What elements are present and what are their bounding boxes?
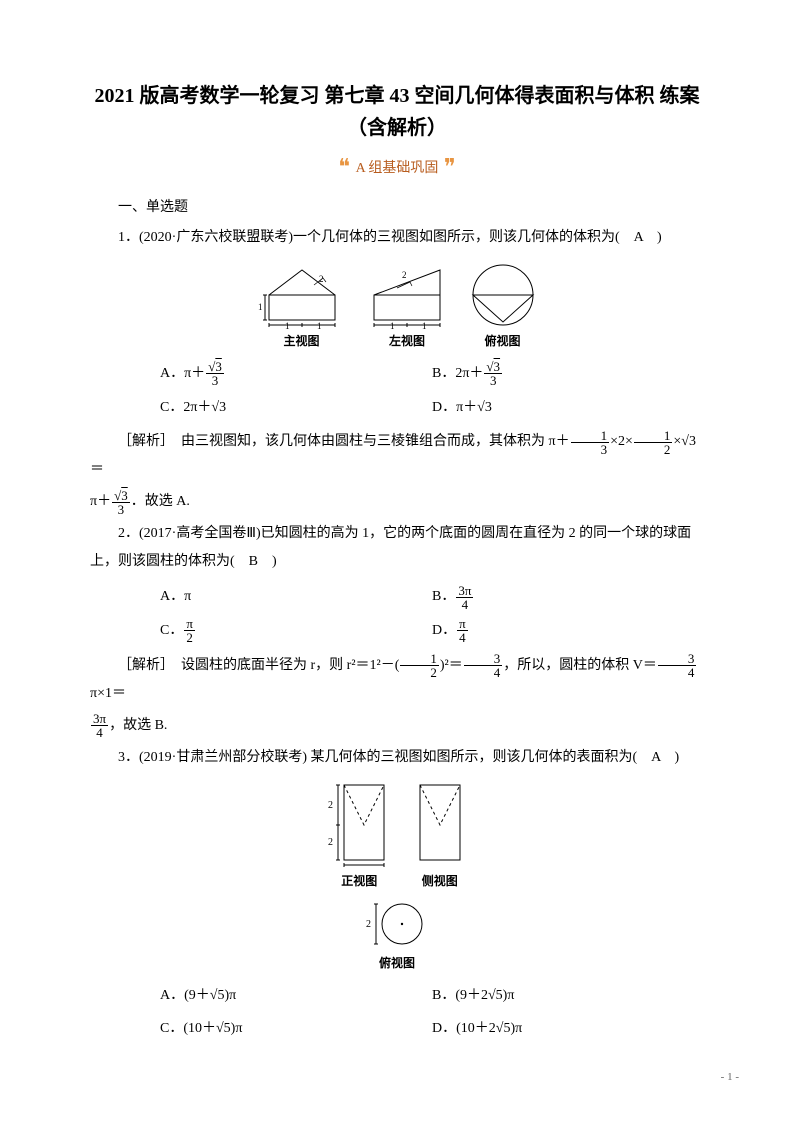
q1-opt-d: D．π＋√3 <box>432 391 704 425</box>
q1-opt-b: B．2π＋√33 <box>432 357 704 391</box>
q2-opt-b-text: B． <box>432 589 455 604</box>
section-text: A 组基础巩固 <box>356 157 439 177</box>
svg-text:2: 2 <box>366 919 371 930</box>
q3-fig-top: 2 俯视图 <box>362 897 432 971</box>
q3-opt-a: A．(9＋√5)π <box>160 979 432 1013</box>
svg-text:1: 1 <box>422 321 427 330</box>
q2-sol-a: ［解析］ 设圆柱的底面半径为 r，则 r²＝1²－( <box>118 658 399 673</box>
q2-sol-e: ，故选 B. <box>109 718 167 733</box>
q1-opt-b-text: B．2π＋ <box>432 366 483 381</box>
q1-options-row1: A．π＋√33 B．2π＋√33 <box>160 357 704 391</box>
q1-opt-a-text: A．π＋ <box>160 366 205 381</box>
q1-opt-c: C．2π＋√3 <box>160 391 432 425</box>
section-label: A 组基础巩固 <box>90 154 704 180</box>
q1-fig-main-cap: 主视图 <box>257 332 347 349</box>
q2-opt-d-text: D． <box>432 623 456 638</box>
svg-text:2: 2 <box>328 800 333 811</box>
q3-fig-side: 侧视图 <box>410 780 470 889</box>
q1-sol-a: ［解析］ 由三视图知，该几何体由圆柱与三棱锥组合而成，其体积为 π＋ <box>118 434 570 449</box>
q2-opt-b: B．3π4 <box>432 580 704 614</box>
doc-title: 2021 版高考数学一轮复习 第七章 43 空间几何体得表面积与体积 练案（含解… <box>90 80 704 144</box>
page-number: - 1 - <box>721 1071 739 1083</box>
svg-text:1: 1 <box>258 302 263 312</box>
q2-opt-c-text: C． <box>160 623 183 638</box>
q3-options-row1: A．(9＋√5)π B．(9＋2√5)π <box>160 979 704 1013</box>
q1-figures: 1 1 1 2 主视图 1 1 2 <box>90 260 704 349</box>
q1-solution-2: π＋√33．故选 A. <box>90 488 704 516</box>
q3-opt-b: B．(9＋2√5)π <box>432 979 704 1013</box>
q1-fig-main: 1 1 1 2 主视图 <box>257 260 347 349</box>
q1-options-row2: C．2π＋√3 D．π＋√3 <box>160 391 704 425</box>
q1-opt-a: A．π＋√33 <box>160 357 432 391</box>
q1-sol-d: π＋ <box>90 494 111 509</box>
q3-options-row2: C．(10＋√5)π D．(10＋2√5)π <box>160 1012 704 1046</box>
q3-prompt: 3．(2019·甘肃兰州部分校联考) 某几何体的三视图如图所示，则该几何体的表面… <box>90 744 704 772</box>
svg-text:1: 1 <box>390 321 395 330</box>
q3-fig-top-cap: 俯视图 <box>362 954 432 971</box>
q3-figures-top: 2 2 正视图 侧视图 <box>90 780 704 889</box>
q3-fig-side-cap: 侧视图 <box>410 872 470 889</box>
q1-fig-top: 俯视图 <box>468 260 538 349</box>
svg-text:2: 2 <box>402 270 407 280</box>
q3-opt-d: D．(10＋2√5)π <box>432 1012 704 1046</box>
q2-sol-d: π×1＝ <box>90 686 126 701</box>
q2-options-row1: A．π B．3π4 <box>160 580 704 614</box>
q1-sol-b: ×2× <box>610 434 633 449</box>
q1-fig-top-cap: 俯视图 <box>468 332 538 349</box>
q2-opt-c: C．π2 <box>160 614 432 648</box>
q1-sol-e: ．故选 A. <box>131 494 190 509</box>
quote-right-icon <box>444 154 456 180</box>
q3-fig-main: 2 2 正视图 <box>324 780 394 889</box>
svg-text:2: 2 <box>328 837 333 848</box>
svg-text:1: 1 <box>317 321 322 330</box>
q2-solution-2: 3π4，故选 B. <box>90 712 704 740</box>
quote-left-icon <box>338 154 350 180</box>
q1-fig-left-cap: 左视图 <box>362 332 452 349</box>
heading-1: 一、单选题 <box>90 195 704 220</box>
page: 2021 版高考数学一轮复习 第七章 43 空间几何体得表面积与体积 练案（含解… <box>0 0 794 1123</box>
q3-figures-bottom: 2 俯视图 <box>90 897 704 971</box>
svg-text:1: 1 <box>285 321 290 330</box>
q2-prompt: 2．(2017·高考全国卷Ⅲ)已知圆柱的高为 1，它的两个底面的圆周在直径为 2… <box>90 520 704 576</box>
q2-opt-d: D．π4 <box>432 614 704 648</box>
q1-prompt: 1．(2020·广东六校联盟联考)一个几何体的三视图如图所示，则该几何体的体积为… <box>90 224 704 252</box>
q2-sol-c: ，所以，圆柱的体积 V＝ <box>503 658 657 673</box>
q3-fig-main-cap: 正视图 <box>324 872 394 889</box>
q3-opt-c: C．(10＋√5)π <box>160 1012 432 1046</box>
q2-options-row2: C．π2 D．π4 <box>160 614 704 648</box>
q2-solution: ［解析］ 设圆柱的底面半径为 r，则 r²＝1²－(12)²＝34，所以，圆柱的… <box>90 652 704 708</box>
q2-opt-a: A．π <box>160 580 432 614</box>
q2-sol-b: )²＝ <box>440 658 463 673</box>
q1-solution: ［解析］ 由三视图知，该几何体由圆柱与三棱锥组合而成，其体积为 π＋13×2×1… <box>90 428 704 484</box>
q1-fig-left: 1 1 2 左视图 <box>362 260 452 349</box>
